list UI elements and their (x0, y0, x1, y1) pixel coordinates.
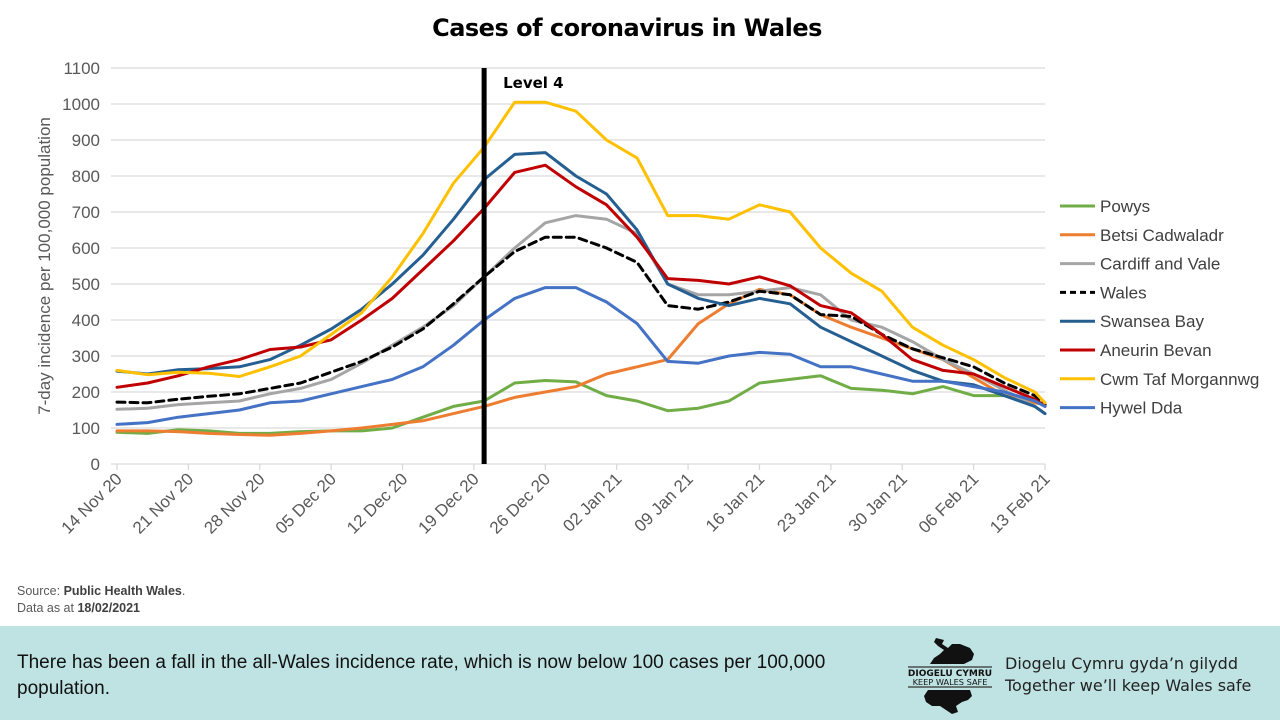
source-name: Public Health Wales (63, 584, 182, 598)
x-tick-label: 28 Nov 20 (200, 469, 268, 537)
x-tick-label: 05 Dec 20 (272, 469, 340, 537)
x-tick-label: 30 Jan 21 (845, 469, 911, 535)
tagline-english: Together we’ll keep Wales safe (1005, 676, 1252, 695)
tagline-welsh: Diogelu Cymru gyda’n gilydd (1005, 654, 1238, 673)
x-tick-label: 16 Jan 21 (702, 469, 768, 535)
source-suffix: . (181, 584, 186, 598)
x-tick-label: 26 Dec 20 (486, 469, 554, 537)
legend-label: Swansea Bay (1100, 312, 1204, 331)
annotations: Level 4 (481, 68, 564, 464)
y-tick-label: 400 (72, 311, 100, 330)
logo-line1: DIOGELU CYMRU (908, 669, 992, 679)
x-tick-label: 19 Dec 20 (415, 469, 483, 537)
series-line-aneurin-bevan (115, 163, 1047, 408)
y-tick-label: 800 (72, 167, 100, 186)
x-tick-label: 12 Dec 20 (343, 469, 411, 537)
y-tick-label: 600 (72, 239, 100, 258)
gridlines (111, 67, 1045, 465)
x-tick-label: 21 Nov 20 (129, 469, 197, 537)
series-line-swansea-bay (115, 151, 1047, 416)
x-tick-label: 02 Jan 21 (559, 469, 625, 535)
x-tick-label: 06 Feb 21 (915, 469, 983, 537)
legend-label: Aneurin Bevan (1100, 341, 1212, 360)
chart-title: Cases of coronavirus in Wales (432, 14, 822, 42)
y-tick-label: 100 (72, 419, 100, 438)
y-tick-label: 500 (72, 275, 100, 294)
legend-label: Powys (1100, 197, 1150, 216)
x-tick-label: 23 Jan 21 (773, 469, 839, 535)
series-line-hywel-dda (115, 286, 1047, 426)
keep-wales-safe-logo: DIOGELU CYMRU KEEP WALES SAFE (908, 638, 992, 714)
footer-message: There has been a fall in the all-Wales i… (17, 652, 826, 699)
legend: Powys Betsi Cadwaladr Cardiff and Vale Wale… (1060, 197, 1259, 418)
y-tick-label: 300 (72, 347, 100, 366)
series-lines (115, 100, 1047, 437)
footer-banner: There has been a fall in the all-Wales i… (0, 626, 1280, 720)
y-tick-label: 900 (72, 131, 100, 150)
series-line-wales (115, 235, 1047, 407)
source-prefix: Source: (17, 584, 64, 598)
legend-label: Hywel Dda (1100, 399, 1183, 418)
series-line-powys (115, 374, 1047, 435)
y-tick-label: 1100 (63, 59, 100, 78)
tagline: Diogelu Cymru gyda’n gilydd Together we’… (1005, 653, 1251, 697)
y-axis-ticks: 0 100 200 300 400 500 600 700 800 900 1000 1100 (62, 59, 100, 474)
wales-map-icon (924, 638, 974, 714)
series-line-cwm-taf-morgannwg (115, 100, 1047, 405)
line-chart: 0 100 200 300 400 500 600 700 800 900 1000 1100 14 … (35, 59, 1259, 538)
y-tick-label: 1000 (62, 95, 100, 114)
legend-label: Wales (1100, 283, 1147, 302)
legend-label: Betsi Cadwaladr (1100, 226, 1224, 245)
x-tick-label: 13 Feb 21 (986, 469, 1054, 537)
data-date: 18/02/2021 (77, 601, 141, 615)
y-tick-label: 700 (72, 203, 100, 222)
y-axis-label: 7-day incidence per 100,000 population (35, 117, 54, 415)
x-tick-label: 09 Jan 21 (631, 469, 697, 535)
series-line-cardiff-and-vale (115, 214, 1047, 416)
level-4-label: Level 4 (503, 74, 563, 92)
y-tick-label: 0 (91, 455, 100, 474)
legend-label: Cardiff and Vale (1100, 255, 1220, 274)
data-date-line: Data as at 18/02/2021 (17, 600, 185, 617)
logo-line2: KEEP WALES SAFE (913, 677, 988, 687)
y-tick-label: 200 (72, 383, 100, 402)
x-tick-label: 14 Nov 20 (58, 469, 126, 537)
legend-label: Cwm Taf Morgannwg (1100, 370, 1259, 389)
source-line: Source: Public Health Wales. (17, 583, 185, 600)
x-axis: 14 Nov 20 21 Nov 20 28 Nov 20 05 Dec 20 12 D… (58, 464, 1054, 538)
source-note: Source: Public Health Wales. Data as at … (17, 583, 185, 617)
data-date-prefix: Data as at (17, 601, 78, 615)
